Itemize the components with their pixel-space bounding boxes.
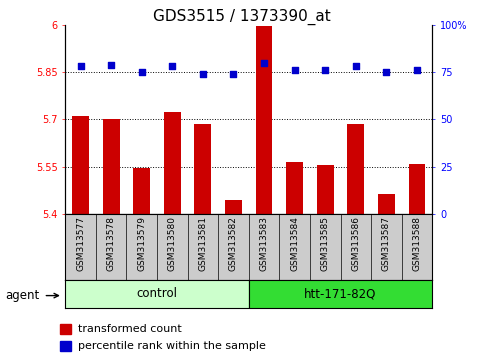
Text: GSM313581: GSM313581	[199, 216, 207, 271]
Text: GSM313579: GSM313579	[137, 216, 146, 271]
Point	[352, 64, 360, 69]
Bar	[286, 162, 303, 214]
Text: GSM313585: GSM313585	[321, 216, 330, 271]
Text: htt-171-82Q: htt-171-82Q	[304, 287, 377, 300]
Text: GSM313586: GSM313586	[351, 216, 360, 271]
Point	[199, 71, 207, 77]
Point	[229, 71, 237, 77]
Point	[169, 64, 176, 69]
Text: GSM313583: GSM313583	[259, 216, 269, 271]
Text: percentile rank within the sample: percentile rank within the sample	[78, 341, 266, 351]
Bar	[60, 324, 71, 335]
Point	[138, 69, 145, 75]
Text: GSM313587: GSM313587	[382, 216, 391, 271]
Point	[107, 62, 115, 67]
Text: GSM313588: GSM313588	[412, 216, 422, 271]
Bar	[378, 194, 395, 214]
Point	[291, 67, 298, 73]
Text: control: control	[137, 287, 177, 300]
Bar	[347, 124, 364, 214]
Bar	[60, 341, 71, 351]
Point	[321, 67, 329, 73]
Text: GSM313578: GSM313578	[107, 216, 115, 271]
Bar	[256, 26, 272, 214]
Text: GSM313582: GSM313582	[229, 216, 238, 271]
Bar	[133, 169, 150, 214]
Point	[383, 69, 390, 75]
Text: GDS3515 / 1373390_at: GDS3515 / 1373390_at	[153, 9, 330, 25]
Text: GSM313584: GSM313584	[290, 216, 299, 271]
Bar	[317, 165, 334, 214]
Bar	[65, 280, 249, 308]
Bar	[409, 164, 426, 214]
Text: agent: agent	[5, 289, 39, 302]
Bar	[195, 124, 211, 214]
Bar	[249, 280, 432, 308]
Point	[260, 60, 268, 65]
Text: GSM313577: GSM313577	[76, 216, 85, 271]
Bar	[225, 200, 242, 214]
Point	[77, 64, 85, 69]
Bar	[164, 112, 181, 214]
Point	[413, 67, 421, 73]
Bar	[103, 120, 119, 214]
Text: GSM313580: GSM313580	[168, 216, 177, 271]
Bar	[72, 116, 89, 214]
Text: transformed count: transformed count	[78, 325, 182, 335]
